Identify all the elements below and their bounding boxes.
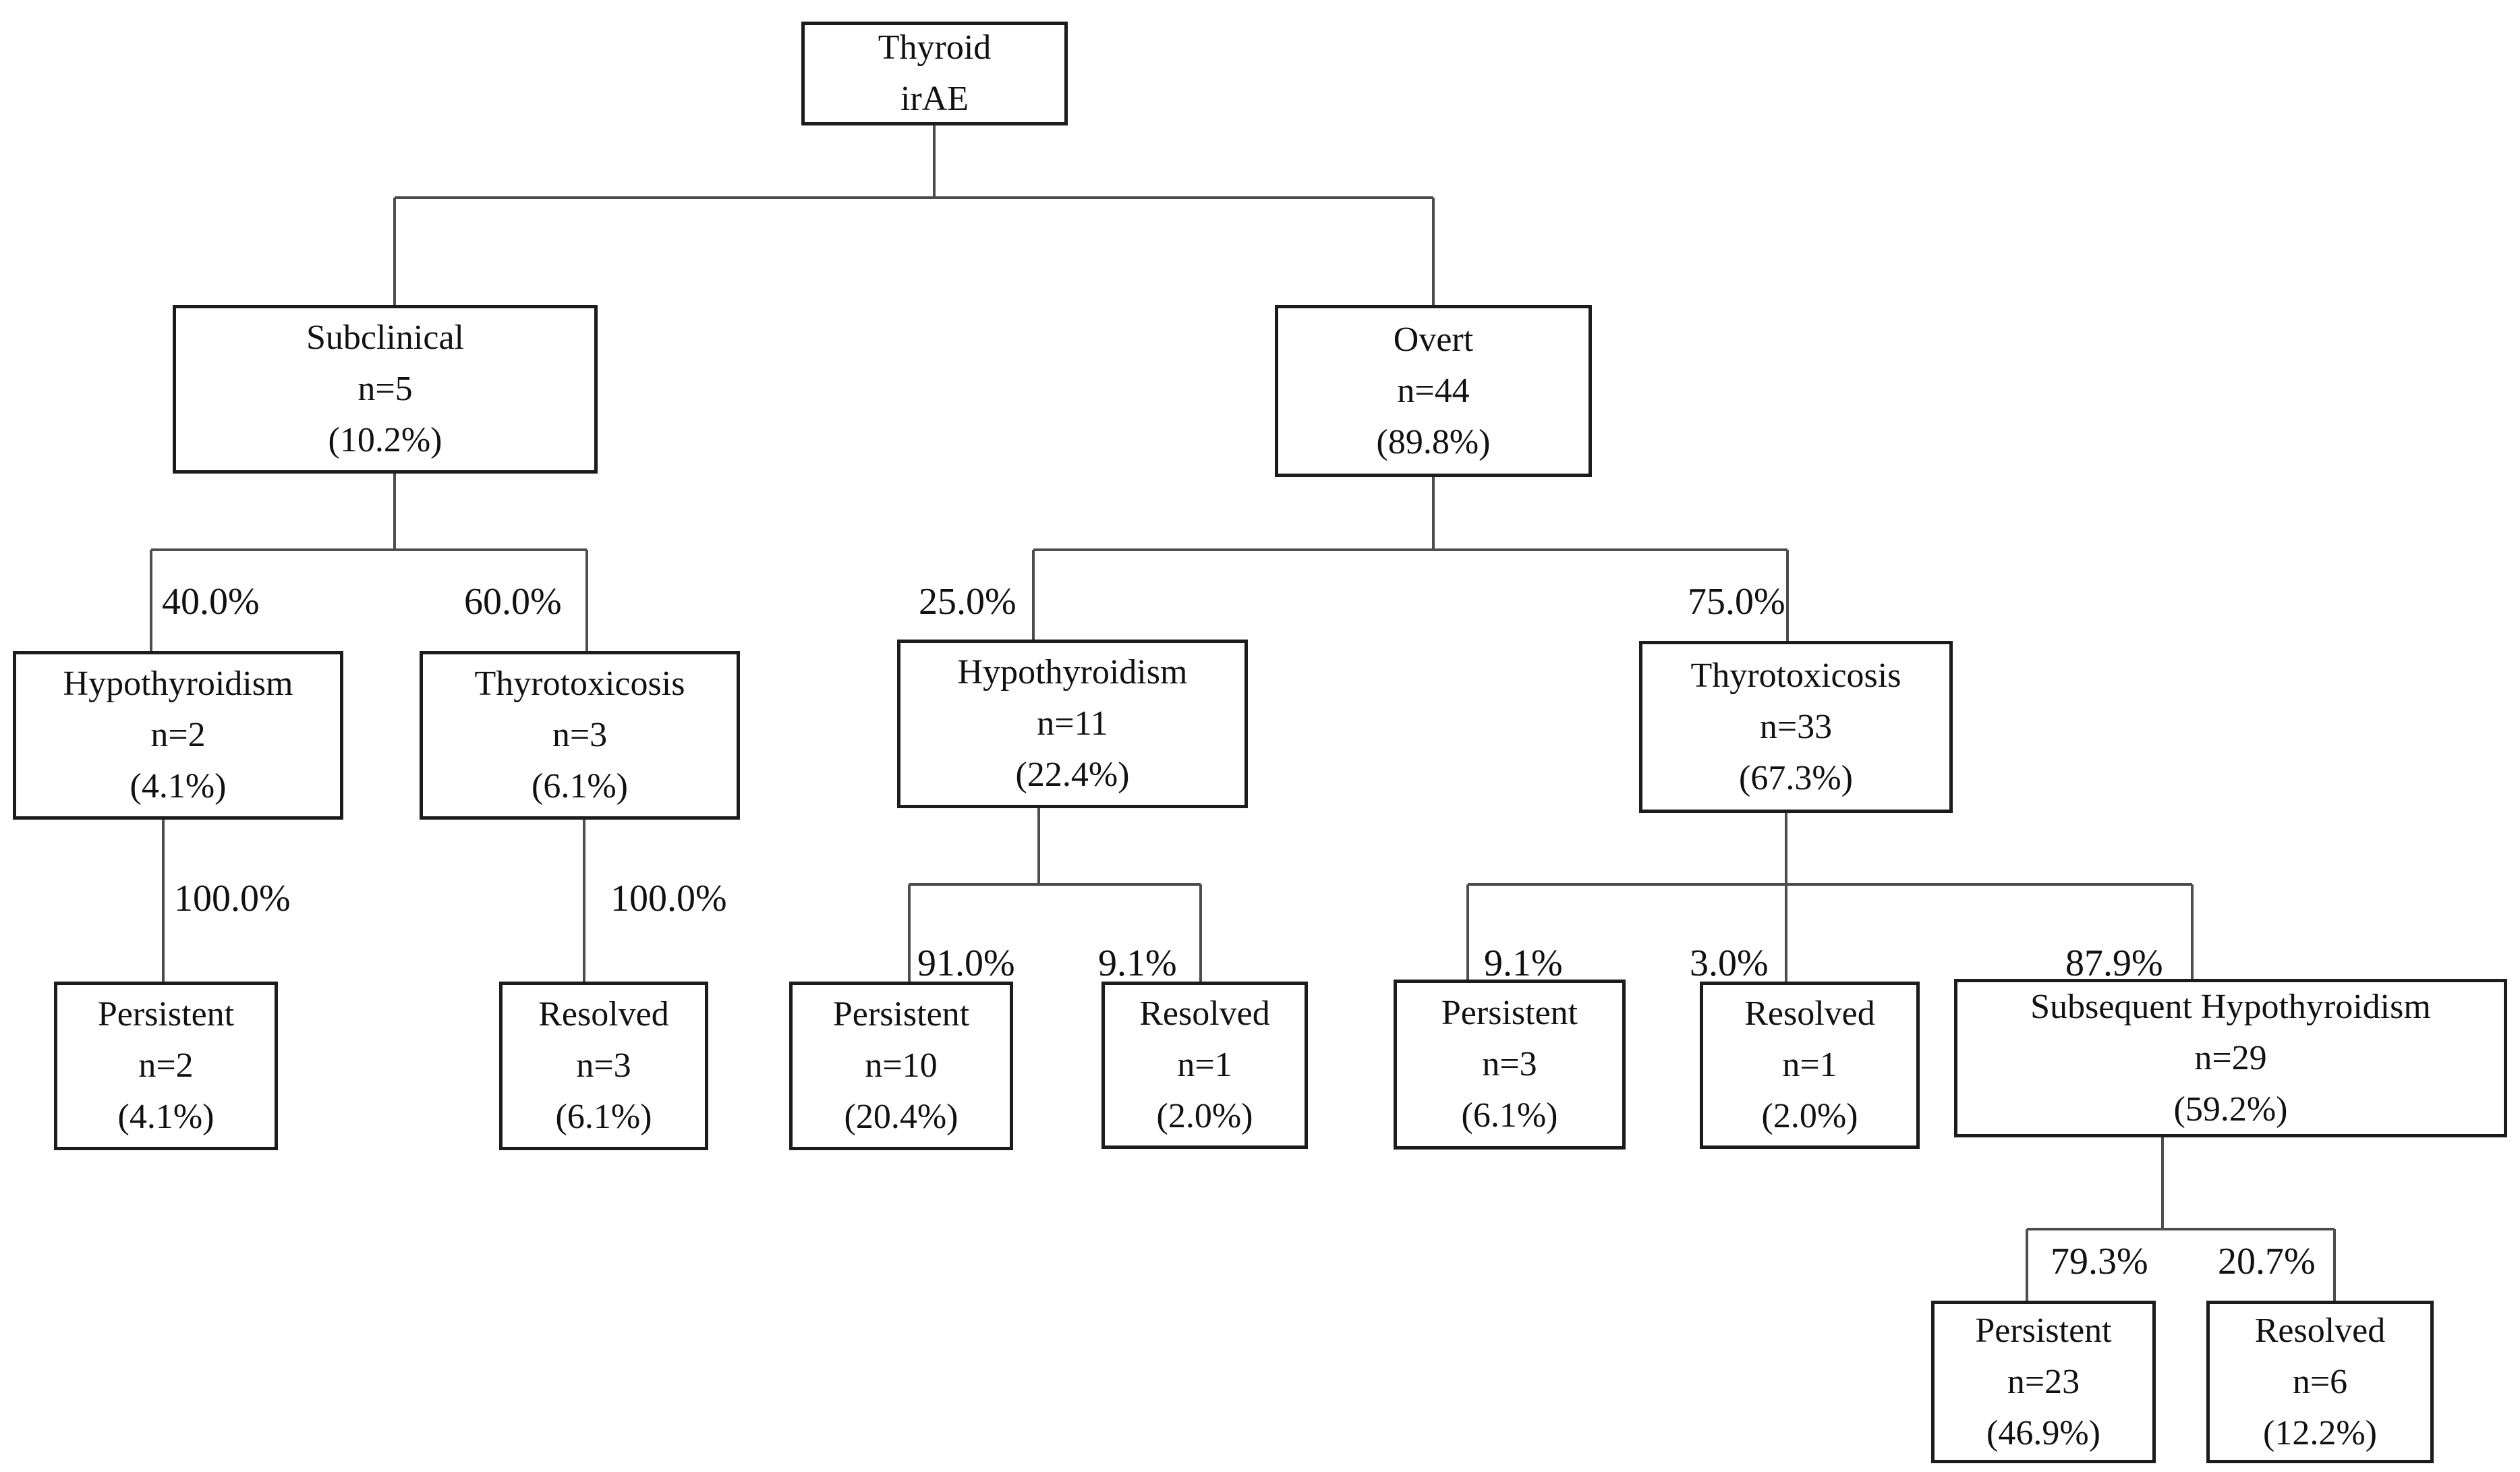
node-line: (67.3%): [1739, 758, 1853, 797]
node-line: n=3: [1482, 1045, 1537, 1083]
edge-label-overt-thyrotoxicosis: 75.0%: [1688, 581, 1785, 623]
edge-label-overt-hypothyroidism-persistent: 91.0%: [917, 942, 1015, 984]
node-line: (20.4%): [844, 1098, 958, 1136]
edge-label-subclinical-hypothyroidism: 40.0%: [162, 581, 260, 623]
node-subclinical-hypothyroidism-persistent: Persistent n=2 (4.1%): [54, 982, 278, 1150]
node-line: Subclinical: [306, 318, 464, 357]
edge-label-overt-thyrotoxicosis-persistent: 9.1%: [1484, 942, 1563, 984]
edge-label-subclinical-thyrotoxicosis: 60.0%: [464, 581, 562, 623]
node-overt-hypothyroidism-persistent: Persistent n=10 (20.4%): [789, 982, 1013, 1150]
node-line: (4.1%): [117, 1098, 214, 1136]
node-line: n=1: [1177, 1046, 1232, 1084]
node-line: Persistent: [1975, 1311, 2112, 1350]
node-line: n=3: [552, 716, 608, 754]
node-line: (12.2%): [2263, 1413, 2377, 1452]
edge-label-subsequent-hypothyroidism: 87.9%: [2065, 942, 2163, 984]
node-line: n=10: [865, 1046, 938, 1085]
node-line: Overt: [1393, 320, 1474, 359]
node-line: n=3: [576, 1046, 631, 1085]
node-line: Persistent: [1441, 994, 1578, 1032]
node-line: n=44: [1397, 371, 1470, 410]
node-subclinical-thyrotoxicosis: Thyrotoxicosis n=3 (6.1%): [420, 651, 740, 820]
node-line: n=1: [1782, 1046, 1837, 1084]
node-subsequent-hypothyroidism-resolved: Resolved n=6 (12.2%): [2206, 1301, 2434, 1463]
node-subsequent-hypothyroidism: Subsequent Hypothyroidism n=29 (59.2%): [1954, 979, 2507, 1137]
node-line: Resolved: [538, 995, 669, 1034]
node-line: (46.9%): [1986, 1413, 2100, 1452]
node-line: n=5: [357, 370, 413, 408]
edge-label-overt-hypothyroidism-resolved: 9.1%: [1098, 942, 1177, 984]
node-line: Resolved: [1139, 994, 1270, 1033]
node-overt-hypothyroidism-resolved: Resolved n=1 (2.0%): [1101, 982, 1308, 1149]
node-line: Thyrotoxicosis: [1690, 656, 1901, 695]
edge-label-overt-hypothyroidism: 25.0%: [919, 581, 1016, 623]
node-line: irAE: [900, 80, 969, 118]
node-overt-thyrotoxicosis: Thyrotoxicosis n=33 (67.3%): [1639, 641, 1953, 813]
edge-label-subsequent-hypothyroidism-resolved: 20.7%: [2218, 1241, 2316, 1282]
node-line: Persistent: [832, 995, 970, 1034]
node-subclinical-hypothyroidism: Hypothyroidism n=2 (4.1%): [13, 651, 343, 820]
node-line: n=2: [138, 1046, 194, 1085]
node-line: (6.1%): [1461, 1096, 1558, 1135]
node-subclinical-thyrotoxicosis-resolved: Resolved n=3 (6.1%): [499, 982, 708, 1150]
node-subclinical: Subclinical n=5 (10.2%): [173, 305, 598, 474]
node-line: n=6: [2292, 1362, 2348, 1401]
edge-label-subclinical-hypothyroidism-persistent: 100.0%: [174, 878, 291, 919]
node-line: Persistent: [97, 995, 235, 1034]
node-line: (4.1%): [130, 767, 227, 805]
node-line: Subsequent Hypothyroidism: [2030, 987, 2431, 1026]
node-line: n=29: [2194, 1038, 2267, 1077]
node-line: (6.1%): [532, 767, 628, 805]
node-overt-thyrotoxicosis-persistent: Persistent n=3 (6.1%): [1394, 980, 1626, 1150]
node-subsequent-hypothyroidism-persistent: Persistent n=23 (46.9%): [1931, 1301, 2156, 1463]
node-line: (10.2%): [328, 421, 442, 459]
node-line: n=2: [150, 716, 206, 754]
node-line: (2.0%): [1156, 1097, 1253, 1135]
edge-label-overt-thyrotoxicosis-resolved: 3.0%: [1690, 942, 1769, 984]
node-line: (89.8%): [1376, 422, 1491, 461]
node-line: Thyrotoxicosis: [474, 664, 685, 703]
node-line: n=33: [1759, 707, 1833, 746]
node-overt-thyrotoxicosis-resolved: Resolved n=1 (2.0%): [1700, 982, 1920, 1149]
node-thyroid-irae: Thyroid irAE: [801, 22, 1068, 125]
node-line: Hypothyroidism: [957, 653, 1188, 691]
node-line: n=11: [1037, 704, 1108, 743]
edge-label-subclinical-thyrotoxicosis-resolved: 100.0%: [610, 878, 727, 919]
node-overt: Overt n=44 (89.8%): [1275, 305, 1592, 477]
node-line: (2.0%): [1761, 1097, 1858, 1135]
node-line: Resolved: [2254, 1311, 2386, 1350]
node-line: Resolved: [1744, 994, 1875, 1033]
edge-label-subsequent-hypothyroidism-persistent: 79.3%: [2051, 1241, 2148, 1282]
node-line: Hypothyroidism: [63, 664, 293, 703]
node-overt-hypothyroidism: Hypothyroidism n=11 (22.4%): [897, 640, 1248, 808]
node-line: (59.2%): [2173, 1089, 2288, 1129]
node-line: (22.4%): [1015, 756, 1130, 794]
node-line: Thyroid: [878, 28, 992, 67]
node-line: (6.1%): [555, 1098, 652, 1136]
node-line: n=23: [2007, 1362, 2080, 1401]
